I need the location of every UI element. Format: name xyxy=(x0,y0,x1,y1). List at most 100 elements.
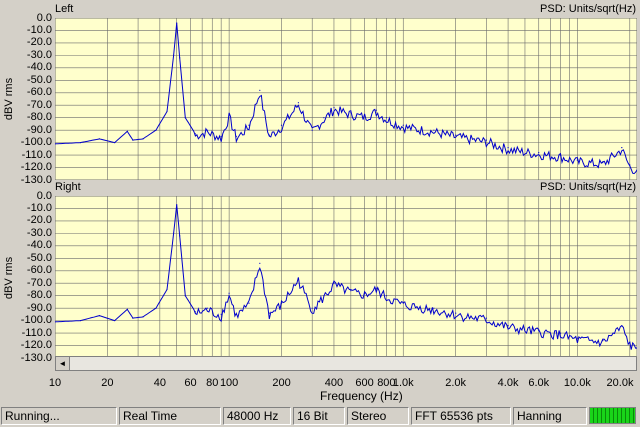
left-channel-label: Left xyxy=(55,3,74,15)
data-point xyxy=(323,295,325,297)
x-tick-label: 100 xyxy=(219,377,239,389)
y-tick-label: 0.0 xyxy=(36,189,52,202)
data-point xyxy=(184,117,186,119)
data-point xyxy=(576,337,579,339)
data-point xyxy=(166,288,168,291)
right-spectrum-plot[interactable] xyxy=(55,196,637,358)
x-tick-label: 10 xyxy=(48,377,62,389)
y-tick-label: -60.0 xyxy=(26,264,52,277)
x-tick-label: 60 xyxy=(184,377,197,389)
data-point xyxy=(206,129,208,131)
data-point xyxy=(576,159,579,161)
x-tick-label: 2.0k xyxy=(445,377,467,389)
y-tick-label: -40.0 xyxy=(26,239,52,252)
data-point xyxy=(206,307,208,309)
data-point xyxy=(173,54,175,57)
data-point xyxy=(629,164,631,166)
y-tick-label: -50.0 xyxy=(26,73,52,86)
y-tick-label: -60.0 xyxy=(26,86,52,99)
y-tick-label: -20.0 xyxy=(26,214,52,227)
data-point xyxy=(132,139,134,141)
data-point xyxy=(507,147,509,149)
data-point xyxy=(629,342,631,344)
x-tick-label: 1.0k xyxy=(392,377,414,389)
data-point xyxy=(228,292,230,294)
data-point xyxy=(297,277,299,279)
arrow-left-icon: ◄ xyxy=(58,359,67,368)
data-point xyxy=(126,130,128,132)
data-point xyxy=(311,129,313,131)
data-point xyxy=(559,154,562,156)
data-point xyxy=(402,302,404,304)
horizontal-scrollbar[interactable]: ◄ xyxy=(55,356,637,371)
left-spectrum-plot[interactable] xyxy=(55,18,637,180)
data-point xyxy=(98,138,100,140)
data-point xyxy=(248,302,250,304)
plot-background xyxy=(55,18,637,180)
data-point xyxy=(142,138,144,140)
data-point xyxy=(248,124,250,126)
status-bits: 16 Bit xyxy=(293,407,345,425)
y-tick-label: -120.0 xyxy=(20,161,52,174)
data-point xyxy=(155,307,157,309)
data-point xyxy=(259,262,261,264)
data-point xyxy=(280,302,283,304)
data-point xyxy=(297,102,299,104)
level-meter xyxy=(589,407,636,424)
data-point xyxy=(311,307,313,309)
data-point xyxy=(268,134,270,136)
right-channel-label: Right xyxy=(55,181,81,193)
y-tick-label: -80.0 xyxy=(26,111,52,124)
data-point xyxy=(323,117,325,119)
data-point xyxy=(79,320,81,322)
y-tick-label: -30.0 xyxy=(26,226,52,239)
data-point xyxy=(79,142,81,144)
y-tick-label: -90.0 xyxy=(26,301,52,314)
y-tick-label: -130.0 xyxy=(20,351,52,364)
x-tick-label: 40 xyxy=(153,377,166,389)
data-point xyxy=(228,114,230,116)
x-tick-label: 20 xyxy=(101,377,114,389)
y-tick-label: -10.0 xyxy=(26,201,52,214)
x-tick-label: 4.0k xyxy=(497,377,519,389)
data-point xyxy=(235,135,237,137)
x-tick-label: 400 xyxy=(324,377,344,389)
x-tick-label: 800 xyxy=(377,377,396,389)
status-window: Hanning xyxy=(513,407,587,425)
data-point xyxy=(55,321,56,323)
data-point xyxy=(621,147,623,149)
y-tick-label: 0.0 xyxy=(36,11,52,24)
y-tick-label: -100.0 xyxy=(20,136,52,149)
data-point xyxy=(538,152,540,154)
data-point xyxy=(364,114,366,116)
data-point xyxy=(220,135,222,137)
data-point xyxy=(132,317,134,319)
y-tick-label: -80.0 xyxy=(26,289,52,302)
data-point xyxy=(507,325,509,327)
status-fft: FFT 65536 pts xyxy=(411,407,511,425)
data-point xyxy=(98,315,100,317)
data-point xyxy=(375,287,377,289)
data-point xyxy=(176,22,178,24)
y-tick-label: -10.0 xyxy=(26,23,52,36)
data-point xyxy=(194,311,196,313)
x-tick-label: 6.0k xyxy=(528,377,550,389)
data-point xyxy=(433,129,435,131)
data-point xyxy=(385,295,387,297)
status-bar: Running... Real Time 48000 Hz 16 Bit Ste… xyxy=(0,405,640,427)
data-point xyxy=(485,317,487,319)
data-point xyxy=(636,169,637,171)
scroll-left-button[interactable]: ◄ xyxy=(56,357,70,370)
data-point xyxy=(485,139,487,141)
x-axis-title: Frequency (Hz) xyxy=(320,389,403,403)
data-point xyxy=(220,313,222,315)
data-point xyxy=(166,110,168,113)
data-point xyxy=(179,235,181,237)
data-point xyxy=(155,129,157,131)
spectrum-trace-left xyxy=(55,22,637,175)
data-point xyxy=(55,143,56,145)
data-point xyxy=(173,232,175,234)
x-tick-label: 600 xyxy=(355,377,374,389)
y-tick-label: -90.0 xyxy=(26,123,52,136)
